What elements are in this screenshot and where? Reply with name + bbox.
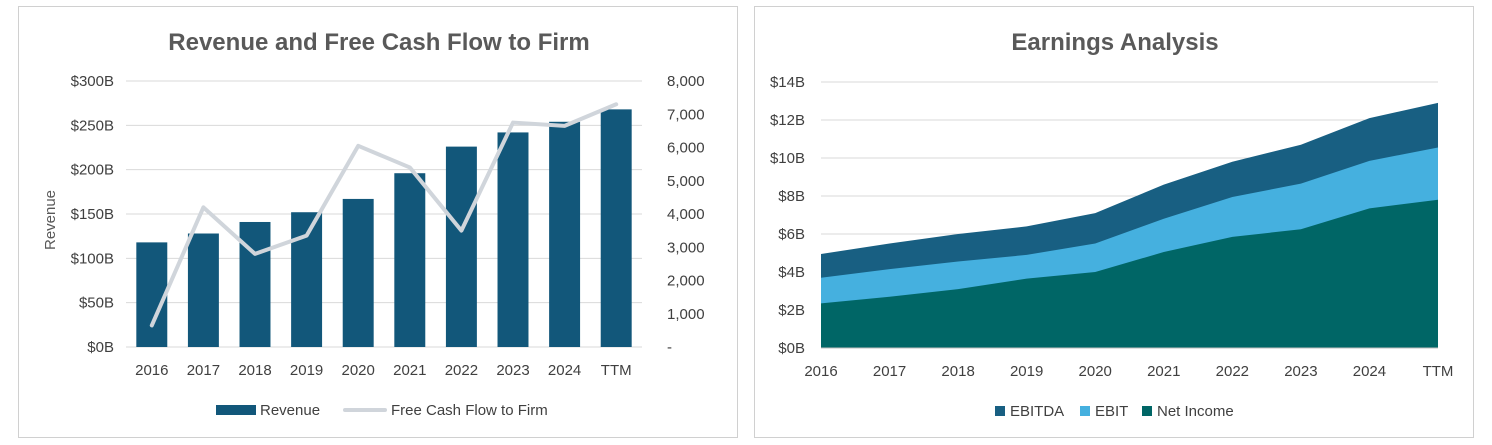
y-tick-label: $0B bbox=[778, 340, 805, 357]
y-tick-label: $300B bbox=[71, 73, 114, 90]
legend-swatch-ebitda bbox=[995, 406, 1005, 416]
x-tick-label: 2018 bbox=[941, 363, 974, 380]
x-tick-label: 2017 bbox=[873, 363, 906, 380]
x-tick-label: TTM bbox=[1423, 363, 1454, 380]
area-net-income bbox=[821, 199, 1438, 348]
y2-tick-label: 5,000 bbox=[667, 173, 705, 190]
x-tick-label: 2019 bbox=[290, 362, 323, 379]
revenue-fcff-chart-panel: Revenue and Free Cash Flow to Firm Reven… bbox=[18, 6, 738, 438]
line-free-cash-flow-to-firm bbox=[149, 102, 619, 328]
bar-revenue-2018 bbox=[239, 221, 271, 347]
earnings-analysis-chart-panel: Earnings Analysis $0B $2B $4B $6B $8B $10B $12… bbox=[754, 6, 1474, 438]
y2-tick-label: 1,000 bbox=[667, 306, 705, 323]
x-tick-label: 2017 bbox=[187, 362, 220, 379]
bar-revenue-2020 bbox=[342, 198, 374, 347]
y-tick-label: $10B bbox=[770, 150, 805, 167]
y-tick-label: $0B bbox=[87, 339, 114, 356]
x-tick-label: 2018 bbox=[238, 362, 271, 379]
chart-title: Revenue and Free Cash Flow to Firm bbox=[168, 29, 589, 56]
y-tick-label: $8B bbox=[778, 188, 805, 205]
y2-tick-label: 8,000 bbox=[667, 73, 705, 90]
y-axis-title: Revenue bbox=[42, 190, 59, 250]
x-tick-label: 2020 bbox=[342, 362, 375, 379]
legend-swatch-ebit bbox=[1080, 406, 1090, 416]
bar-revenue-2016 bbox=[136, 242, 168, 347]
legend-swatch-net-income bbox=[1142, 406, 1152, 416]
y-tick-label: $14B bbox=[770, 74, 805, 91]
y2-tick-label: - bbox=[667, 339, 672, 356]
x-tick-label: 2021 bbox=[1147, 363, 1180, 380]
x-tick-label: 2021 bbox=[393, 362, 426, 379]
chart-title: Earnings Analysis bbox=[1011, 29, 1218, 56]
legend-label-fcff: Free Cash Flow to Firm bbox=[391, 402, 548, 419]
earnings-analysis-chart: Earnings Analysis $0B $2B $4B $6B $8B $10B $12… bbox=[770, 29, 1454, 420]
x-tick-label: 2023 bbox=[1284, 363, 1317, 380]
x-tick-label: TTM bbox=[601, 362, 632, 379]
y-tick-label: $6B bbox=[778, 226, 805, 243]
x-tick-label: 2022 bbox=[445, 362, 478, 379]
y2-tick-label: 4,000 bbox=[667, 206, 705, 223]
y-tick-label: $250B bbox=[71, 117, 114, 134]
legend: EBITDA EBIT Net Income bbox=[995, 403, 1234, 420]
y2-tick-label: 3,000 bbox=[667, 239, 705, 256]
y-tick-label: $150B bbox=[71, 206, 114, 223]
revenue-fcff-chart: Revenue and Free Cash Flow to Firm Reven… bbox=[42, 29, 705, 419]
x-tick-label: 2024 bbox=[548, 362, 581, 379]
legend-label-net-income: Net Income bbox=[1157, 403, 1234, 420]
y-tick-label: $12B bbox=[770, 112, 805, 129]
bar-revenue-2021 bbox=[394, 173, 426, 347]
bar-revenue-2017 bbox=[187, 233, 219, 347]
legend-label-ebit: EBIT bbox=[1095, 403, 1128, 420]
legend-label-ebitda: EBITDA bbox=[1010, 403, 1064, 420]
x-tick-label: 2016 bbox=[135, 362, 168, 379]
legend-label-revenue: Revenue bbox=[260, 402, 320, 419]
y-tick-label: $200B bbox=[71, 162, 114, 179]
y-tick-label: $4B bbox=[778, 264, 805, 281]
x-tick-label: 2019 bbox=[1010, 363, 1043, 380]
y2-tick-label: 7,000 bbox=[667, 106, 705, 123]
x-tick-label: 2022 bbox=[1216, 363, 1249, 380]
y-tick-label: $2B bbox=[778, 302, 805, 319]
x-tick-label: 2023 bbox=[496, 362, 529, 379]
y2-tick-label: 6,000 bbox=[667, 140, 705, 157]
bar-revenue-2023 bbox=[497, 132, 529, 347]
x-tick-label: 2020 bbox=[1079, 363, 1112, 380]
bar-revenue-ttm bbox=[600, 109, 632, 347]
x-tick-label: 2024 bbox=[1353, 363, 1386, 380]
legend: Revenue Free Cash Flow to Firm bbox=[216, 402, 548, 419]
bar-revenue-2024 bbox=[549, 121, 581, 347]
y-tick-label: $50B bbox=[79, 295, 114, 312]
y2-tick-label: 2,000 bbox=[667, 273, 705, 290]
bar-revenue-2022 bbox=[445, 146, 477, 347]
legend-swatch-revenue bbox=[216, 405, 256, 415]
y-tick-label: $100B bbox=[71, 250, 114, 267]
x-tick-label: 2016 bbox=[804, 363, 837, 380]
